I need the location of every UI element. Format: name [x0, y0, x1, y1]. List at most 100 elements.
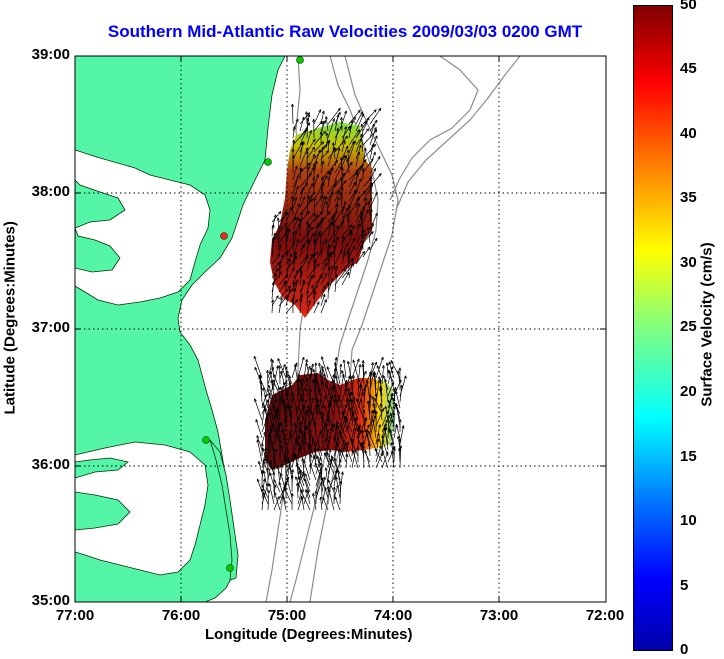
velocity-arrow — [262, 448, 269, 469]
velocity-arrow-head — [289, 285, 292, 289]
velocity-arrow-head — [271, 236, 274, 240]
velocity-arrow-head — [307, 442, 309, 447]
velocity-arrow-head — [374, 212, 378, 216]
velocity-arrow-head — [374, 119, 378, 123]
velocity-arrow-head — [371, 396, 374, 400]
velocity-arrow — [341, 110, 347, 125]
velocity-arrow-head — [371, 223, 374, 226]
velocity-arrow — [340, 157, 343, 174]
velocity-arrow-head — [313, 259, 316, 263]
velocity-arrow-head — [347, 204, 350, 208]
velocity-arrow — [396, 424, 401, 439]
velocity-arrow-head — [303, 440, 306, 444]
velocity-arrow — [332, 142, 336, 160]
velocity-arrow — [362, 144, 376, 160]
velocity-arrow-head — [305, 362, 309, 366]
velocity-arrow-head — [345, 379, 347, 383]
velocity-arrow — [292, 126, 296, 139]
velocity-arrow-head — [374, 237, 378, 241]
velocity-arrow — [319, 230, 322, 251]
velocity-arrow-head — [365, 379, 368, 383]
velocity-arrow-head — [380, 403, 383, 407]
velocity-arrow-head — [372, 403, 374, 407]
velocity-arrow — [326, 414, 335, 433]
velocity-arrow — [303, 442, 311, 463]
velocity-arrow — [332, 379, 335, 397]
velocity-arrow-head — [353, 396, 356, 400]
velocity-arrow-head — [321, 481, 324, 485]
velocity-arrow — [362, 231, 374, 244]
velocity-arrow-head — [333, 384, 337, 388]
velocity-arrow-head — [328, 171, 331, 175]
velocity-arrow-head — [385, 410, 389, 414]
velocity-arrow — [387, 419, 393, 433]
velocity-arrow — [348, 120, 353, 139]
velocity-arrow-head — [284, 418, 287, 422]
velocity-arrow-head — [264, 405, 266, 409]
velocity-arrow — [369, 192, 378, 209]
velocity-arrow — [285, 288, 291, 307]
velocity-arrow-head — [285, 405, 288, 409]
velocity-arrow — [299, 265, 302, 279]
velocity-arrow-head — [264, 394, 267, 397]
velocity-arrow — [285, 392, 293, 415]
velocity-arrow-head — [312, 146, 315, 150]
velocity-arrow — [353, 418, 359, 433]
velocity-arrow — [292, 231, 295, 244]
velocity-arrow-head — [398, 419, 401, 423]
velocity-arrow-head — [290, 195, 293, 199]
velocity-arrow — [273, 496, 280, 511]
velocity-arrow-head — [269, 460, 272, 464]
velocity-arrow-head — [306, 378, 309, 381]
velocity-arrow-head — [278, 264, 281, 268]
velocity-arrow-head — [327, 211, 331, 214]
velocity-arrow-head — [393, 389, 396, 393]
velocity-arrow-head — [278, 211, 282, 214]
velocity-arrow-head — [261, 484, 265, 488]
velocity-arrow-head — [325, 429, 329, 433]
velocity-arrow-head — [327, 139, 330, 143]
velocity-arrow-head — [295, 476, 298, 479]
velocity-arrow-head — [321, 146, 324, 150]
velocity-arrow — [278, 482, 287, 505]
velocity-arrow-head — [314, 490, 317, 494]
velocity-arrow-head — [266, 414, 269, 418]
velocity-arrow-head — [289, 382, 292, 386]
velocity-arrow-head — [324, 272, 328, 276]
velocity-arrow-head — [377, 156, 381, 159]
map-gridlines — [75, 56, 606, 602]
velocity-arrow-head — [335, 394, 337, 398]
velocity-arrow-head — [347, 360, 350, 364]
velocity-arrow-head — [296, 229, 298, 233]
velocity-arrow-head — [382, 434, 385, 438]
velocity-arrow-head — [280, 439, 283, 443]
velocity-arrow-head — [346, 441, 349, 445]
velocity-arrow-head — [343, 173, 345, 177]
velocity-arrow-head — [335, 148, 337, 152]
velocity-arrow-head — [287, 457, 291, 460]
velocity-arrow-head — [316, 222, 319, 226]
velocity-arrow-head — [389, 428, 392, 432]
velocity-arrow — [306, 378, 311, 397]
velocity-arrow — [327, 278, 334, 293]
velocity-arrow — [340, 449, 347, 463]
velocity-arrow-head — [370, 231, 374, 234]
velocity-arrow-head — [388, 361, 392, 365]
velocity-arrow-head — [349, 126, 351, 130]
velocity-arrow — [261, 394, 267, 409]
velocity-arrow-head — [319, 120, 323, 123]
velocity-arrow-head — [307, 166, 310, 170]
velocity-arrow — [347, 149, 350, 167]
velocity-arrow-head — [299, 446, 301, 450]
velocity-arrow-head — [295, 252, 298, 256]
velocity-arrow-head — [314, 138, 316, 142]
velocity-arrow-head — [265, 414, 268, 418]
velocity-arrow-head — [332, 222, 335, 226]
velocity-arrow — [320, 221, 333, 237]
velocity-arrow-head — [314, 238, 317, 243]
velocity-arrow-head — [323, 121, 325, 125]
velocity-arrow-head — [350, 120, 353, 124]
velocity-arrow — [341, 236, 344, 251]
velocity-arrow-head — [295, 256, 298, 260]
velocity-arrow-head — [318, 468, 322, 472]
